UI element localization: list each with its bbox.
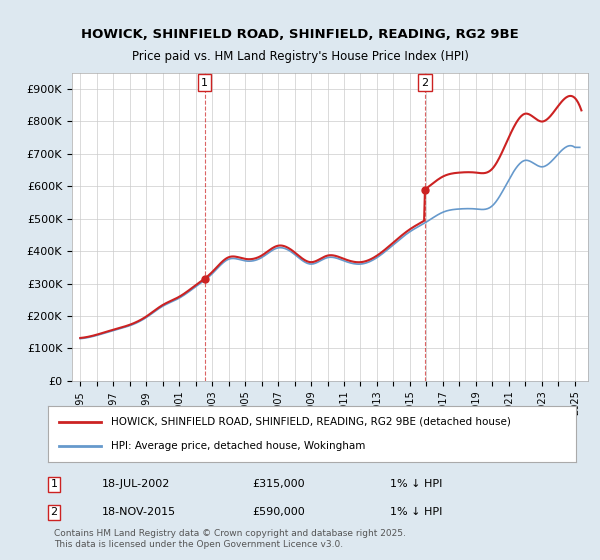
Text: £315,000: £315,000	[252, 479, 305, 489]
Text: 1% ↓ HPI: 1% ↓ HPI	[390, 479, 442, 489]
Text: 2: 2	[50, 507, 58, 517]
Text: 1: 1	[201, 77, 208, 87]
Text: 2: 2	[421, 77, 428, 87]
Text: HPI: Average price, detached house, Wokingham: HPI: Average price, detached house, Woki…	[112, 441, 366, 451]
Text: 18-NOV-2015: 18-NOV-2015	[102, 507, 176, 517]
Text: 1% ↓ HPI: 1% ↓ HPI	[390, 507, 442, 517]
Text: Price paid vs. HM Land Registry's House Price Index (HPI): Price paid vs. HM Land Registry's House …	[131, 50, 469, 63]
Text: Contains HM Land Registry data © Crown copyright and database right 2025.
This d: Contains HM Land Registry data © Crown c…	[54, 529, 406, 549]
Text: £590,000: £590,000	[252, 507, 305, 517]
Text: HOWICK, SHINFIELD ROAD, SHINFIELD, READING, RG2 9BE (detached house): HOWICK, SHINFIELD ROAD, SHINFIELD, READI…	[112, 417, 511, 427]
Text: HOWICK, SHINFIELD ROAD, SHINFIELD, READING, RG2 9BE: HOWICK, SHINFIELD ROAD, SHINFIELD, READI…	[81, 28, 519, 41]
Text: 1: 1	[50, 479, 58, 489]
Text: 18-JUL-2002: 18-JUL-2002	[102, 479, 170, 489]
